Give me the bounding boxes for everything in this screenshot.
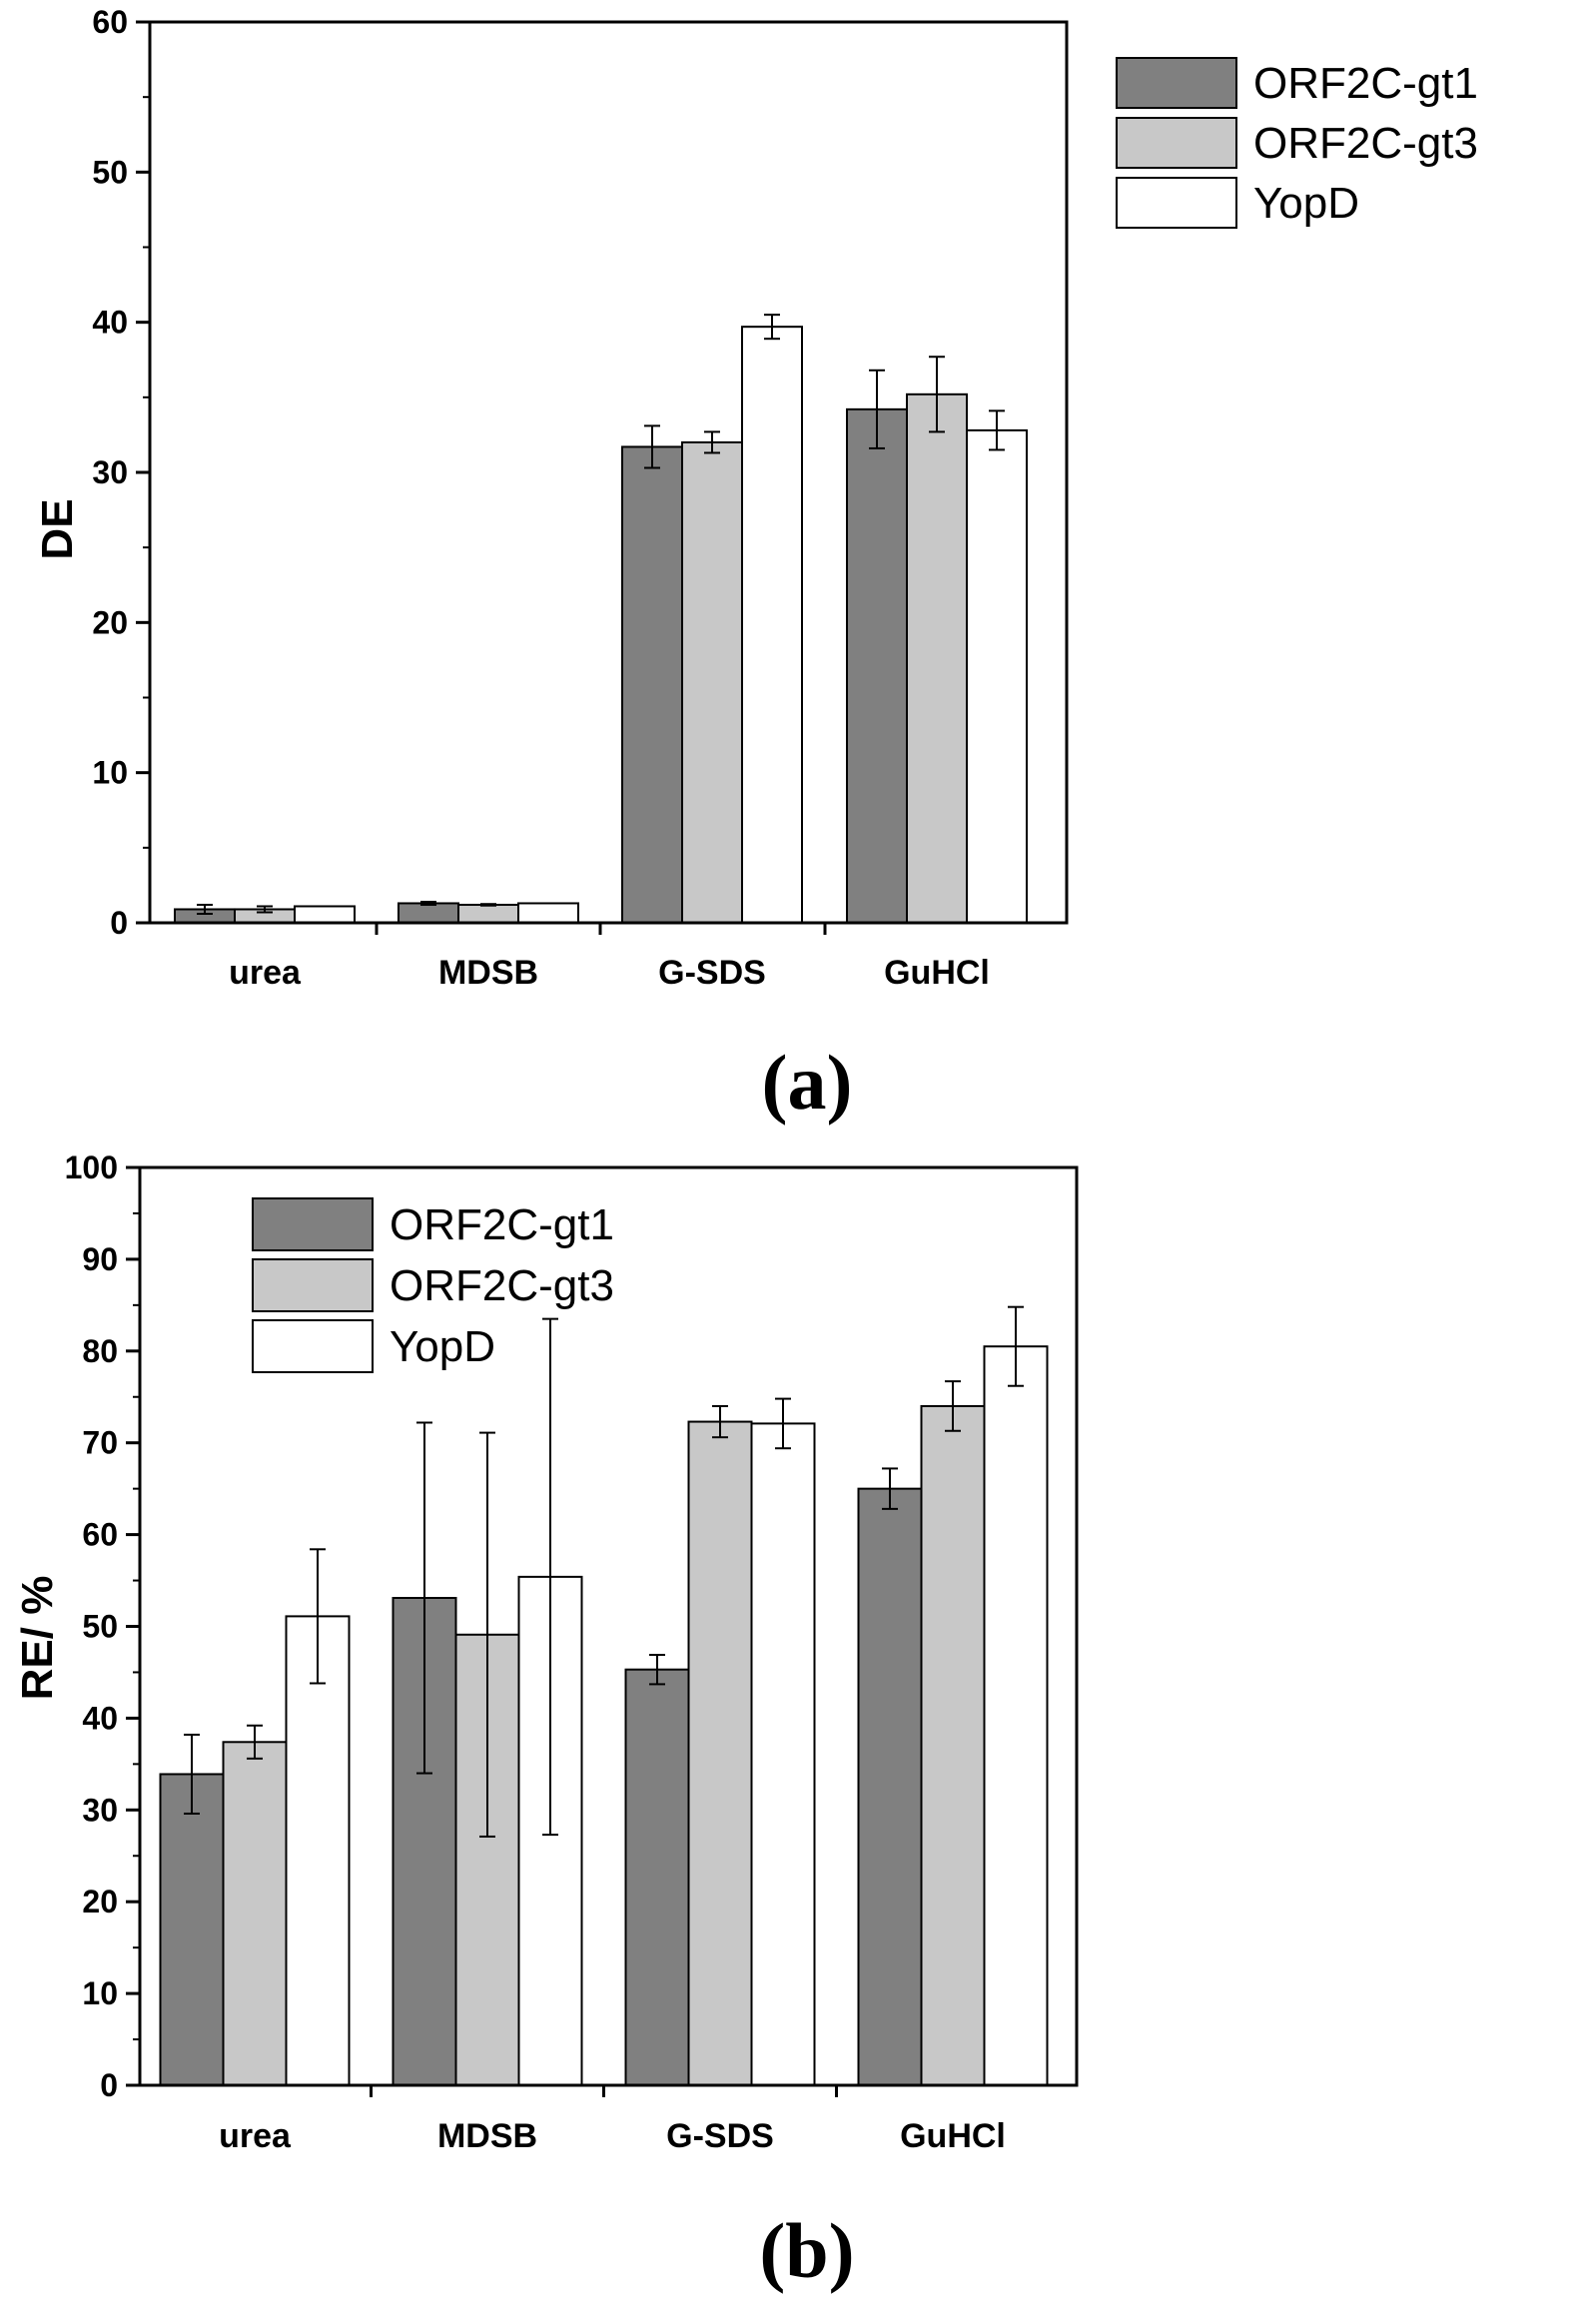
bar (750, 1422, 816, 2086)
legend-label: YopD (1253, 179, 1359, 228)
series-1 (222, 1380, 986, 2086)
chart-panel-b: 0 10 20 30 40 50 60 70 80 90 100 urea MDSB G-SDS GuHCl… (13, 1150, 1079, 2294)
legend-label: ORF2C-gt1 (390, 1200, 614, 1249)
y-tick-label: 10 (92, 755, 128, 791)
legend-label: ORF2C-gt3 (390, 1261, 614, 1310)
bar (920, 1404, 986, 2086)
y-axis-title: DE (33, 498, 82, 559)
legend: ORF2C-gt1 ORF2C-gt3 YopD (252, 1197, 614, 1373)
x-category-label: MDSB (438, 954, 538, 992)
x-category-label: urea (229, 954, 302, 992)
y-tick-label: 30 (82, 1792, 118, 1828)
y-tick-label: 100 (65, 1150, 118, 1185)
bar (857, 1487, 923, 2086)
x-category-label: MDSB (437, 2117, 537, 2155)
y-tick-label: 50 (92, 154, 128, 190)
x-category-label: urea (219, 2117, 292, 2155)
x-category-label: GuHCl (884, 954, 990, 992)
bar (621, 445, 683, 924)
bar (846, 407, 908, 924)
y-tick-label: 0 (100, 2067, 118, 2103)
series-0 (159, 1421, 923, 2086)
y-tick-label: 60 (82, 1517, 118, 1553)
bar (294, 905, 356, 924)
x-category-label: G-SDS (666, 2117, 774, 2155)
bar (159, 1773, 225, 2086)
legend-swatch (252, 1197, 374, 1251)
bar (398, 902, 459, 924)
y-tick-label: 80 (82, 1333, 118, 1369)
y-tick-label: 0 (110, 905, 128, 941)
y-tick-label: 70 (82, 1425, 118, 1461)
bar (624, 1668, 690, 2086)
bar (222, 1741, 288, 2086)
legend-swatch (1116, 57, 1237, 109)
y-tick-label: 10 (82, 1975, 118, 2011)
series-1 (234, 356, 968, 925)
legend-label: ORF2C-gt3 (1253, 119, 1478, 168)
y-tick-label: 90 (82, 1241, 118, 1277)
y-tick-label: 20 (82, 1884, 118, 1919)
y-tick-label: 40 (82, 1700, 118, 1736)
legend-swatch (252, 1258, 374, 1312)
y-tick-label: 50 (82, 1609, 118, 1645)
y-tick-label: 20 (92, 604, 128, 640)
bar (681, 440, 743, 924)
y-tick-label: 60 (92, 4, 128, 40)
x-category-label: GuHCl (900, 2117, 1006, 2155)
bar (741, 326, 803, 924)
legend-swatch (252, 1319, 374, 1373)
bar (983, 1345, 1049, 2086)
series-2 (294, 314, 1028, 924)
y-tick-label: 40 (92, 305, 128, 341)
panel-label: (b) (759, 2207, 854, 2294)
x-category-label: G-SDS (658, 954, 766, 992)
chart-panel-a: 0 10 20 30 40 50 60 urea MDSB G-SDS GuHCl DE ORF2C-g… (33, 4, 1478, 1126)
y-axis-title: RE/ % (13, 1576, 62, 1701)
bar (517, 902, 579, 924)
legend: ORF2C-gt1 ORF2C-gt3 YopD (1116, 57, 1478, 229)
bar (906, 392, 968, 924)
bar (966, 428, 1028, 924)
y-tick-label: 30 (92, 454, 128, 490)
legend-swatch (1116, 117, 1237, 169)
bar (687, 1420, 753, 2086)
series-2 (285, 1305, 1049, 2087)
legend-swatch (1116, 177, 1237, 229)
bar (457, 903, 519, 925)
bar (285, 1615, 351, 2086)
legend-label: ORF2C-gt1 (1253, 59, 1478, 108)
panel-label: (a) (762, 1039, 853, 1126)
legend-label: YopD (390, 1322, 495, 1371)
